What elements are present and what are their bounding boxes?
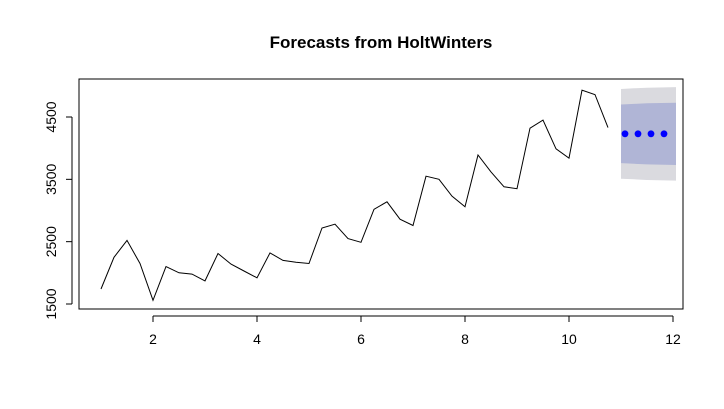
x-tick-label: 12 [665, 331, 681, 347]
forecast-point [660, 130, 668, 138]
observed-series-line [100, 89, 609, 302]
forecast-point [621, 130, 629, 138]
x-tick-label: 10 [561, 331, 577, 347]
plot-frame [78, 78, 684, 310]
y-tick-label: 4500 [43, 101, 59, 132]
x-tick-label: 4 [253, 331, 261, 347]
forecast-point [634, 130, 642, 138]
forecast-point [647, 130, 655, 138]
chart-title: Forecasts from HoltWinters [270, 33, 493, 52]
y-tick-label: 3500 [43, 164, 59, 195]
x-axis: 2 4 6 8 10 12 [149, 315, 681, 347]
y-axis: 1500 2500 3500 4500 [43, 101, 73, 320]
y-tick-label: 2500 [43, 226, 59, 257]
x-tick-label: 6 [357, 331, 365, 347]
series-group [100, 89, 668, 302]
x-tick-label: 8 [461, 331, 469, 347]
x-tick-label: 2 [149, 331, 157, 347]
y-tick-label: 1500 [43, 288, 59, 319]
